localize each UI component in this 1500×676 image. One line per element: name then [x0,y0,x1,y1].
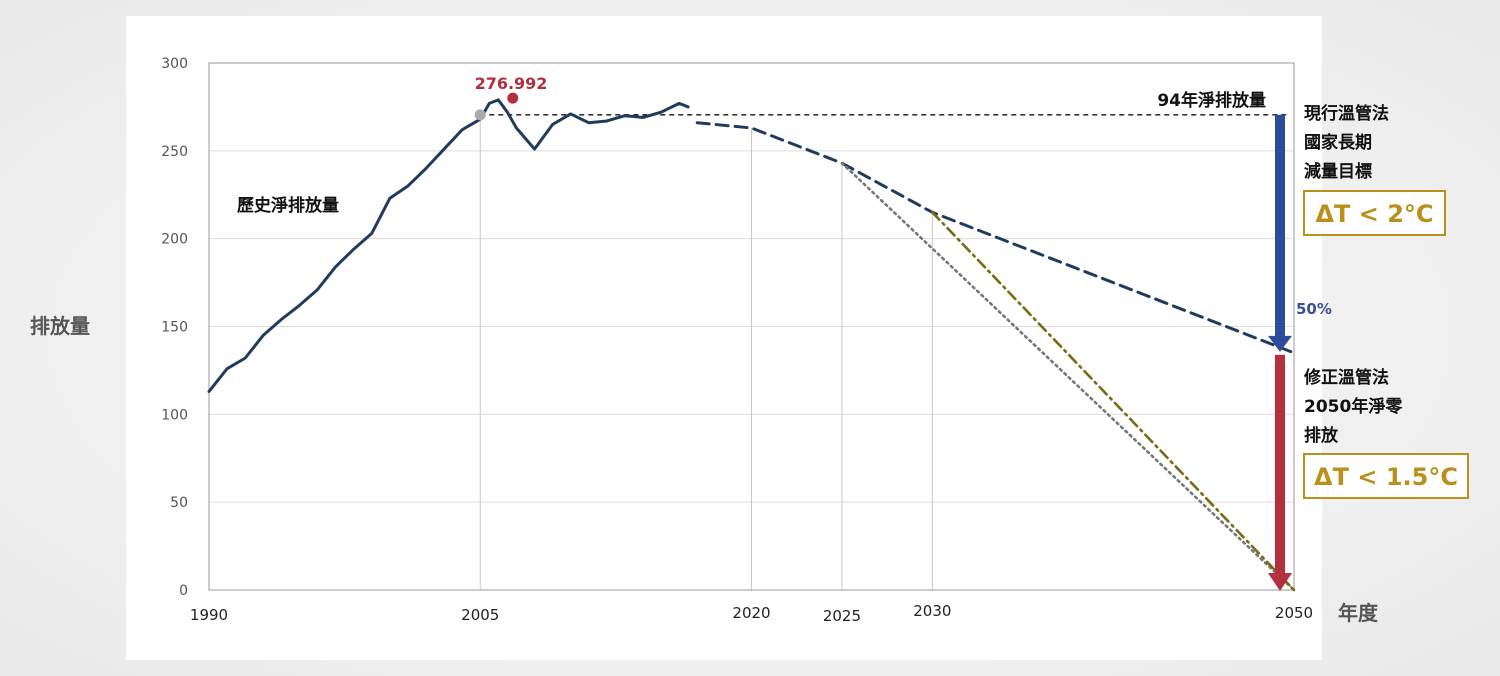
current-law-label-line-3: 減量目標 [1304,161,1372,182]
amended-law-label-line-3: 排放 [1304,425,1339,446]
plot-frame [208,62,1295,591]
red-arrow-head [1268,573,1292,591]
x-tick-label-2020: 2020 [732,604,770,622]
base-point-marker [474,109,486,121]
y-tick-label-100: 100 [161,407,188,423]
x-tick-label-2025: 2025 [823,607,861,625]
vertical-guides [479,114,933,590]
reference-line-label: 94年淨排放量 [1157,90,1266,111]
y-tick-label-150: 150 [161,320,188,336]
current-law-label-line-2: 國家長期 [1304,132,1372,153]
y-tick-label-250: 250 [161,144,188,160]
y-tick-label-300: 300 [161,56,188,72]
peak-marker [507,92,519,104]
delta-1-5c-box [1303,453,1469,499]
x-tick-label-2050: 2050 [1275,604,1313,622]
y-tick-label-0: 0 [179,583,188,599]
series [207,92,1296,592]
red-arrow-shaft [1275,354,1285,574]
series-line-3 [931,211,1296,592]
reduction-percent-label: 50% [1296,300,1332,318]
y-tick-label-50: 50 [170,495,188,511]
current-law-label-line-1: 現行溫管法 [1304,103,1389,124]
chart-card [126,16,1322,660]
peak-value-label: 276.992 [475,74,548,93]
x-tick-label-2030: 2030 [913,602,951,620]
historical-series-label: 歷史淨排放量 [237,195,339,216]
blue-arrow-shaft [1275,114,1285,337]
delta-2c-label: ΔT < 2°C [1315,200,1433,228]
axes: 0 50 100 150 200 250 300 1990 2005 2020 2025 2030 20… [30,56,1379,625]
amended-law-label-line-2: 2050年淨零 [1304,396,1403,417]
amended-law-label-line-1: 修正溫管法 [1303,367,1389,388]
x-tick-label-1990: 1990 [190,606,228,624]
delta-1-5c-label: ΔT < 1.5°C [1314,463,1458,491]
x-tick-label-2005: 2005 [461,606,499,624]
y-tick-label-200: 200 [161,232,188,248]
series-line-2 [840,161,1296,592]
delta-2c-box [1303,190,1446,236]
blue-arrow-head [1268,335,1292,352]
y-axis-title: 排放量 [30,314,90,338]
x-axis-title: 年度 [1338,601,1379,625]
